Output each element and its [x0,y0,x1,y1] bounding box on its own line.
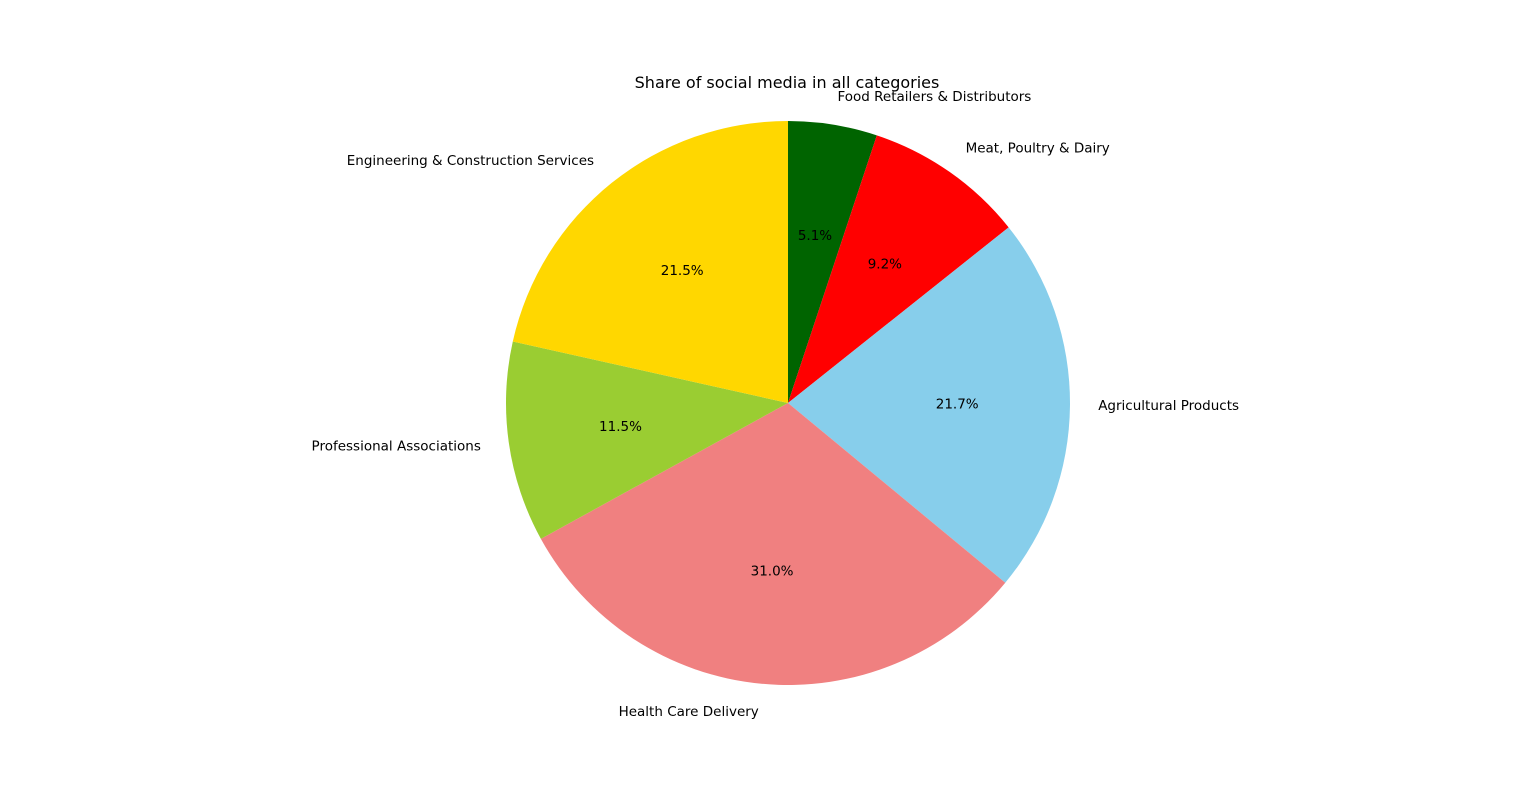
chart-title: Share of social media in all categories [635,73,940,92]
slice-percent-label: 5.1% [798,228,832,244]
pie-slice [788,135,1009,403]
pie-slice [505,341,788,539]
slice-category-label: Health Care Delivery [619,704,759,720]
slice-percent-label: 31.0% [751,563,794,579]
pie-labels: 5.1% Food Retailers & Distributors 9.2% Mea… [312,89,1239,720]
slice-category-label: Engineering & Construction Services [347,153,594,169]
slice-category-label: Professional Associations [312,439,481,455]
slice-category-label: Food Retailers & Distributors [837,89,1031,105]
slice-category-label: Agricultural Products [1098,398,1239,414]
slice-percent-label: 9.2% [868,256,902,272]
pie-slice [512,121,788,403]
slice-percent-label: 21.7% [936,397,979,413]
pie-slice [788,121,877,403]
slice-percent-label: 21.5% [661,263,704,279]
pie-slice [540,403,1006,685]
slice-percent-label: 11.5% [599,419,642,435]
slice-category-label: Meat, Poultry & Dairy [966,141,1110,157]
pie-slice [788,227,1070,583]
pie-slices [505,121,1070,685]
